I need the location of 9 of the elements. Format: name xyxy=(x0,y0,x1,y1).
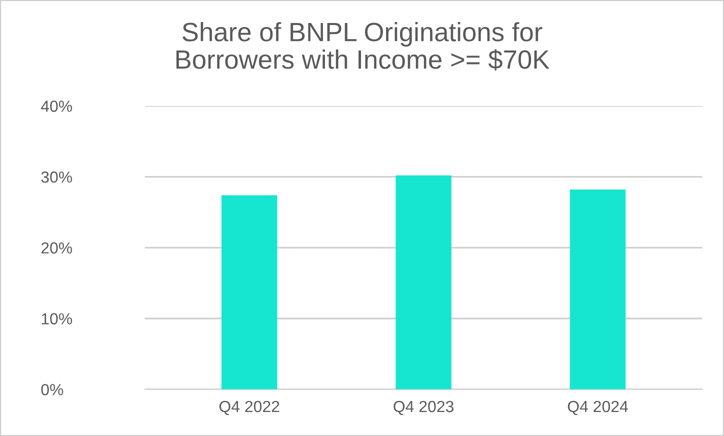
x-tick-label: Q4 2024 xyxy=(568,400,628,416)
x-tick-label: Q4 2023 xyxy=(394,400,454,416)
x-tick-label: Q4 2022 xyxy=(219,400,280,416)
y-tick-label: 30% xyxy=(41,171,72,183)
y-tick-label: 40% xyxy=(41,100,72,112)
y-tick-label: 0% xyxy=(41,384,64,396)
chart-title: Share of BNPL Originations for Borrowers with Income >= $70K xyxy=(176,22,550,70)
y-tick-label: 10% xyxy=(42,313,72,324)
y-tick-label: 20% xyxy=(41,242,72,254)
